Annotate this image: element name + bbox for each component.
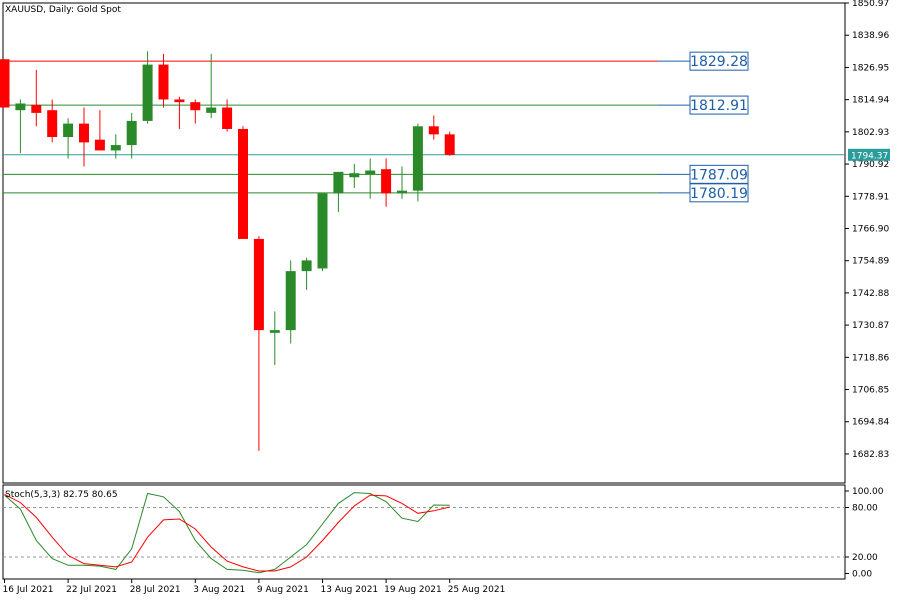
stochastic-line — [4, 492, 450, 574]
price-plot-area[interactable]: 1829.28 1812.91 1787.09 1780.19 — [0, 51, 845, 451]
price-tick-label: 1790.92 — [852, 160, 889, 170]
candle-body — [412, 126, 423, 191]
price-tick-label: 1850.97 — [852, 0, 889, 9]
time-tick-label: 13 Aug 2021 — [321, 585, 379, 595]
candle-body — [110, 145, 121, 151]
price-tick-label: 1742.88 — [852, 289, 889, 299]
price-tick-label: 1694.84 — [852, 418, 889, 428]
candle-body — [301, 260, 312, 272]
level-label-box — [689, 51, 749, 71]
level-label: 1787.09 — [690, 167, 748, 183]
time-tick-label: 19 Aug 2021 — [384, 585, 442, 595]
chart-title: XAUUSD, Daily: Gold Spot — [5, 5, 121, 15]
level-label-box — [689, 164, 749, 184]
stochastic-plot-area[interactable] — [3, 492, 845, 574]
candle-body — [269, 330, 280, 333]
price-axis: 1850.97 1838.96 1826.95 1814.94 1802.93 1790.… — [845, 0, 890, 460]
price-tick-label: 1838.96 — [852, 31, 889, 41]
candle-body — [444, 134, 455, 155]
price-tick-label: 1682.83 — [852, 450, 889, 460]
level-label-box — [689, 183, 749, 203]
price-tick-label: 1778.91 — [852, 192, 889, 202]
candle-body — [126, 120, 137, 146]
stochastic-tick-label: 80.00 — [852, 504, 878, 514]
time-tick-label: 16 Jul 2021 — [3, 585, 54, 595]
price-tick-label: 1826.95 — [852, 63, 889, 73]
level-label: 1780.19 — [690, 186, 748, 202]
stochastic-title: Stoch(5,3,3) 82.75 80.65 — [5, 490, 118, 500]
stochastic-line — [4, 493, 450, 572]
candle-body — [333, 171, 344, 194]
time-tick-label: 28 Jul 2021 — [130, 585, 181, 595]
candle-body — [253, 238, 264, 331]
candle-body — [397, 190, 407, 194]
candle-body — [381, 169, 392, 194]
price-tick-label: 1802.93 — [852, 128, 889, 138]
candle-body — [79, 123, 89, 143]
candle-body — [206, 107, 217, 113]
candle-body — [365, 170, 376, 175]
candle-body — [47, 110, 58, 138]
price-frame — [2, 2, 846, 484]
stochastic-tick-label: 0.00 — [852, 570, 872, 580]
time-tick-label: 9 Aug 2021 — [257, 585, 309, 595]
candle-body — [317, 193, 328, 269]
level-label-box — [689, 95, 749, 115]
candle-body — [158, 64, 169, 100]
candle-body — [428, 126, 439, 135]
time-axis: 16 Jul 2021 22 Jul 2021 28 Jul 2021 3 Aug 2… — [3, 579, 506, 595]
chart-frames — [2, 2, 846, 580]
candle-body — [94, 139, 105, 151]
price-tick-label: 1730.87 — [852, 321, 889, 331]
price-tick-label: 1814.94 — [852, 96, 889, 106]
price-tick-label: 1754.89 — [852, 257, 889, 267]
time-tick-label: 3 Aug 2021 — [193, 585, 245, 595]
candle-body — [174, 99, 185, 103]
stochastic-tick-label: 100.00 — [852, 487, 884, 497]
candle-body — [0, 59, 10, 108]
candle-body — [63, 123, 74, 138]
stochastic-axis: 100.00 80.00 20.00 0.00 — [845, 487, 884, 580]
candle-body — [31, 104, 42, 113]
time-tick-label: 22 Jul 2021 — [66, 585, 117, 595]
candle-body — [349, 173, 360, 178]
time-tick-label: 25 Aug 2021 — [448, 585, 506, 595]
candle-body — [190, 102, 201, 111]
candle-body — [15, 103, 26, 111]
price-tick-label: 1766.90 — [852, 224, 889, 234]
current-price-label: 1794.37 — [851, 151, 888, 161]
stochastic-tick-label: 20.00 — [852, 553, 878, 563]
price-tick-label: 1706.85 — [852, 386, 889, 396]
candle-body — [238, 128, 248, 239]
level-label: 1829.28 — [690, 54, 748, 70]
level-label: 1812.91 — [690, 98, 748, 114]
candle-body — [142, 64, 153, 121]
candle-body — [222, 107, 233, 129]
candle-body — [285, 271, 296, 331]
price-tick-label: 1718.86 — [852, 353, 889, 363]
stochastic-frame — [2, 484, 846, 580]
current-price-tag — [848, 148, 890, 161]
